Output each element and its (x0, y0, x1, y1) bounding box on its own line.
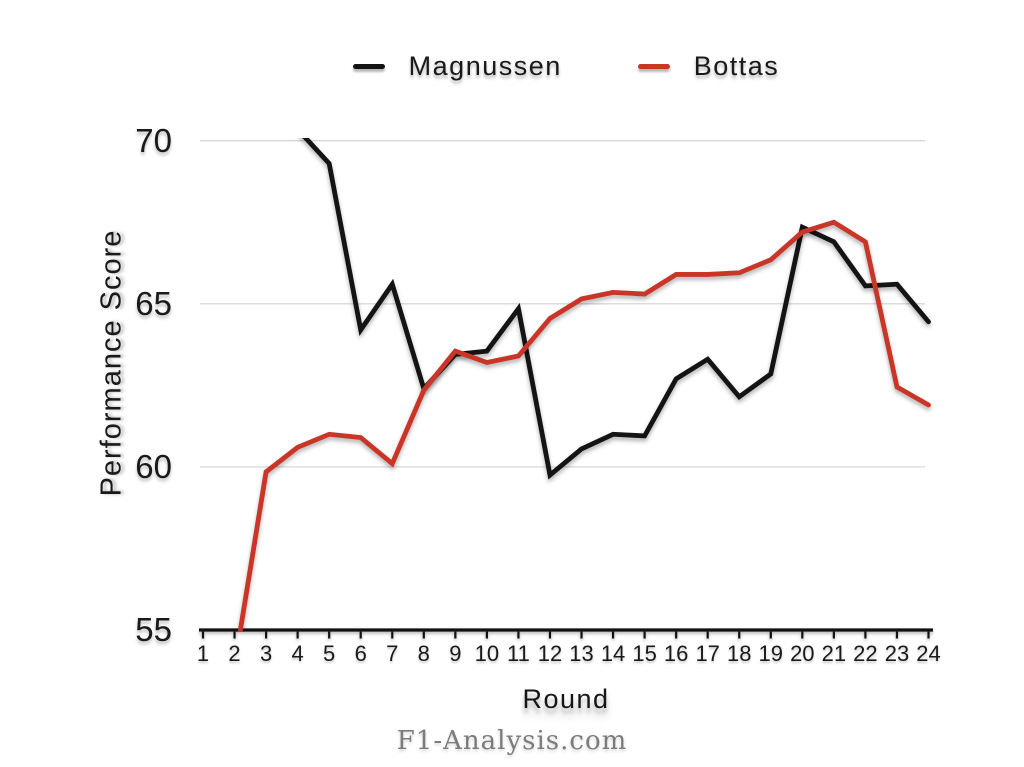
x-tick-label-18: 18 (726, 641, 752, 666)
legend-label-bottas: Bottas (693, 50, 780, 81)
x-tick-label-12: 12 (537, 641, 563, 666)
x-axis-title: Round (522, 684, 610, 714)
x-tick-label-8: 8 (417, 641, 430, 666)
x-tick-label-23: 23 (884, 641, 910, 666)
x-tick-label-9: 9 (449, 641, 462, 666)
y-tick-label-65: 65 (135, 284, 172, 322)
x-tick-label-22: 22 (853, 641, 878, 666)
x-tick-label-11: 11 (507, 641, 530, 666)
y-tick-label-60: 60 (135, 447, 172, 485)
y-tick-label-70: 70 (135, 121, 172, 159)
x-tick-label-1: 1 (196, 641, 210, 666)
legend: Magnussen Bottas (203, 46, 929, 86)
watermark: F1-Analysis.com (396, 726, 628, 756)
x-tick-label-24: 24 (916, 641, 941, 666)
legend-swatch-magnussen (352, 63, 385, 69)
x-tick-label-6: 6 (354, 641, 367, 666)
x-tick-label-16: 16 (663, 641, 689, 666)
x-tick-label-13: 13 (569, 641, 594, 666)
series-line-bottas (237, 219, 931, 632)
x-tick-label-3: 3 (259, 641, 273, 666)
x-tick-label-7: 7 (386, 641, 399, 666)
x-tick-label-5: 5 (323, 641, 336, 666)
x-tick-label-17: 17 (695, 641, 720, 666)
legend-item-magnussen: Magnussen (352, 50, 562, 82)
y-tick-label-55: 55 (135, 611, 172, 648)
legend-swatch-bottas (637, 63, 670, 69)
x-tick-label-21: 21 (821, 641, 847, 666)
x-tick-label-19: 19 (758, 641, 784, 666)
legend-label-magnussen: Magnussen (408, 50, 562, 81)
x-tick-label-15: 15 (632, 641, 657, 666)
x-tick-label-10: 10 (474, 641, 500, 666)
x-tick-label-4: 4 (291, 641, 304, 666)
x-tick-label-14: 14 (600, 641, 626, 666)
x-axis (199, 628, 933, 639)
series-line-magnussen (302, 138, 931, 480)
x-tick-label-2: 2 (228, 641, 241, 666)
legend-item-bottas: Bottas (637, 50, 780, 82)
x-tick-label-20: 20 (790, 641, 815, 666)
